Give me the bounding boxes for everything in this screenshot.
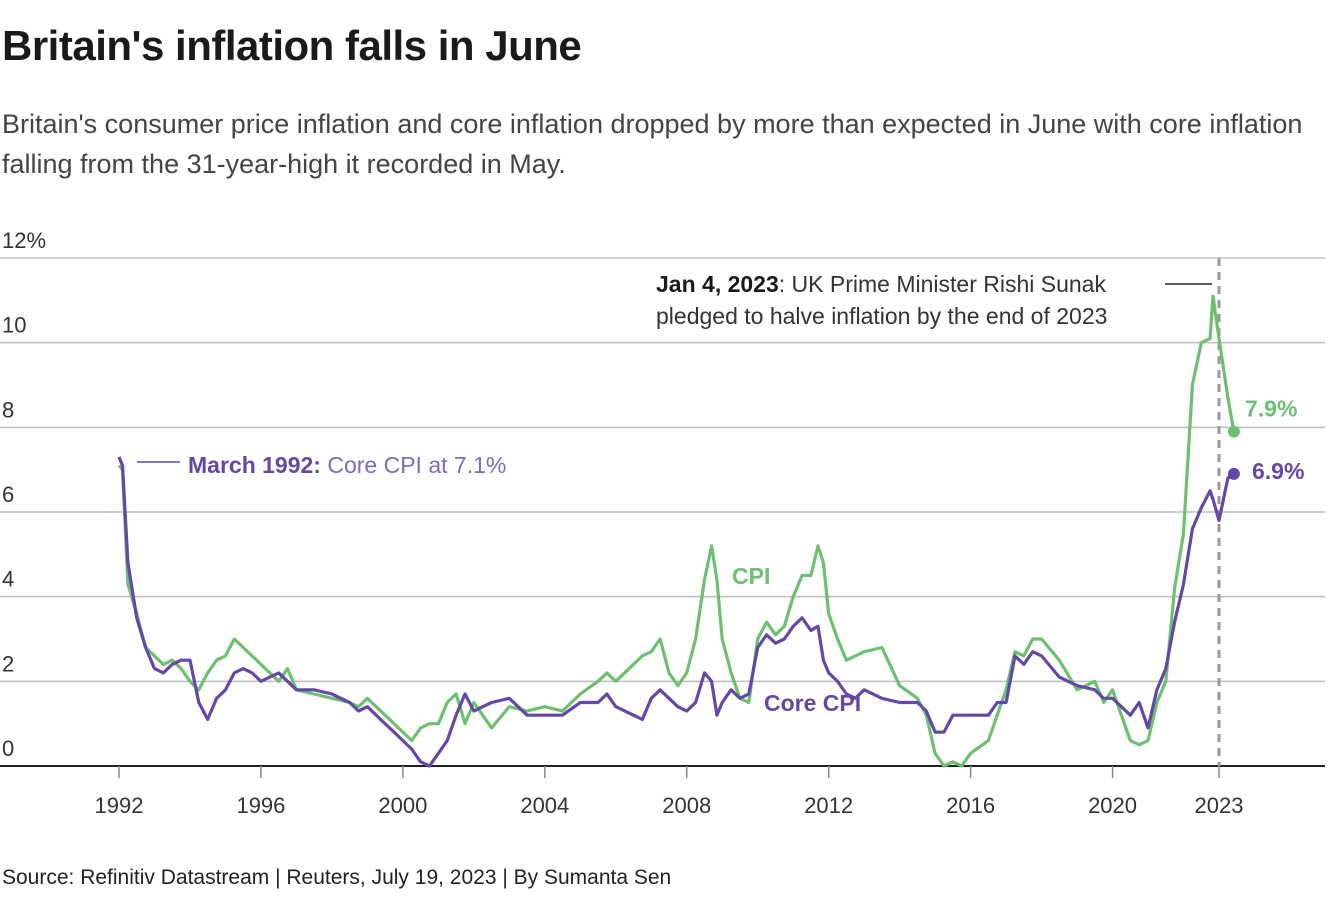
- event-annotation-line2: pledged to halve inflation by the end of…: [656, 303, 1107, 329]
- core-cpi-series-label: Core CPI: [764, 690, 861, 716]
- gridlines: [0, 257, 1325, 767]
- x-tick-label: 2012: [804, 793, 853, 818]
- y-axis-ticks: 0 2 4 6 8 10 12%: [2, 228, 46, 761]
- y-tick-label: 8: [2, 397, 14, 422]
- source-note: Source: Refinitiv Datastream | Reuters, …: [2, 866, 672, 889]
- y-tick-label: 12%: [2, 228, 46, 253]
- event-text-line1: : UK Prime Minister Rishi Sunak: [779, 271, 1107, 297]
- y-tick-label: 4: [2, 567, 14, 592]
- cpi-series-line: [117, 294, 1236, 768]
- chart-canvas: 0 2 4 6 8 10 12% 1992 1996 2000 2004 2008 2012 2016 2…: [0, 228, 1325, 818]
- cpi-end-label: 7.9%: [1245, 396, 1297, 422]
- event-annotation-line1: Jan 4, 2023: UK Prime Minister Rishi Sun…: [656, 271, 1106, 297]
- y-tick-label: 6: [2, 482, 14, 507]
- x-tick-label: 2004: [520, 793, 569, 818]
- x-tick-label: 2008: [662, 793, 711, 818]
- y-tick-label: 0: [2, 736, 14, 761]
- core-cpi-end-label: 6.9%: [1252, 458, 1304, 484]
- march1992-bold-text: March 1992:: [188, 452, 321, 478]
- core-cpi-series-line: [117, 456, 1235, 768]
- cpi-series-label: CPI: [732, 563, 770, 589]
- x-tick-label: 2016: [946, 793, 995, 818]
- y-tick-label: 10: [2, 313, 26, 338]
- cpi-end-marker: [1227, 425, 1240, 438]
- march1992-annotation: March 1992: Core CPI at 7.1%: [188, 452, 506, 478]
- core-cpi-end-marker: [1227, 467, 1240, 480]
- x-tick-label: 2023: [1195, 793, 1244, 818]
- x-axis-ticks: 1992 1996 2000 2004 2008 2012 2016 2020 2023: [95, 766, 1244, 818]
- march1992-text: Core CPI at 7.1%: [321, 452, 506, 478]
- x-tick-label: 2000: [378, 793, 427, 818]
- chart-title: Britain's inflation falls in June: [2, 22, 582, 69]
- x-tick-label: 2020: [1088, 793, 1137, 818]
- event-date-text: Jan 4, 2023: [656, 271, 779, 297]
- x-tick-label: 1992: [95, 793, 144, 818]
- x-tick-label: 1996: [236, 793, 285, 818]
- chart-subtitle: Britain's consumer price inflation and c…: [2, 109, 1303, 179]
- y-tick-label: 2: [2, 651, 14, 676]
